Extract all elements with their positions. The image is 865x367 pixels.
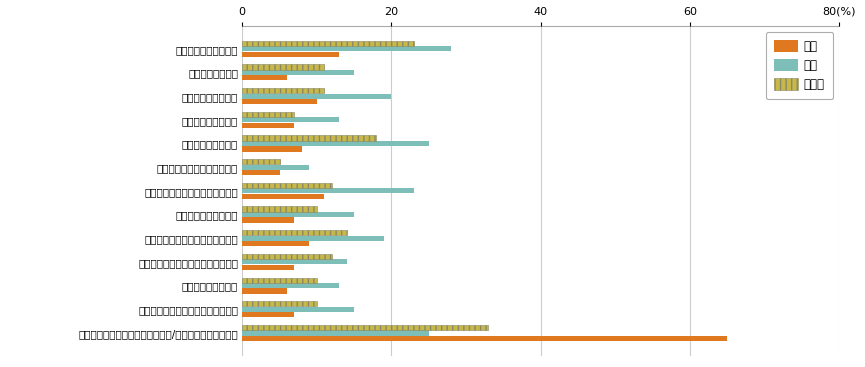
Bar bbox=[242, 117, 339, 123]
Bar bbox=[242, 212, 354, 217]
Bar bbox=[242, 123, 294, 128]
Bar bbox=[242, 159, 279, 164]
Bar bbox=[242, 46, 452, 51]
Bar bbox=[242, 64, 324, 70]
Bar bbox=[242, 194, 324, 199]
Bar bbox=[242, 188, 413, 193]
Bar bbox=[242, 183, 332, 188]
Bar bbox=[242, 236, 384, 241]
Bar bbox=[242, 170, 279, 175]
Bar bbox=[242, 146, 302, 152]
Bar bbox=[242, 164, 310, 170]
Bar bbox=[242, 259, 347, 265]
Bar bbox=[242, 312, 294, 317]
Bar bbox=[242, 75, 287, 80]
Bar bbox=[242, 207, 317, 212]
Bar bbox=[242, 336, 727, 341]
Bar bbox=[242, 330, 429, 335]
Bar bbox=[242, 99, 317, 104]
Bar bbox=[242, 217, 294, 222]
Bar bbox=[242, 94, 392, 99]
Bar bbox=[242, 88, 324, 93]
Bar bbox=[242, 41, 413, 46]
Bar bbox=[242, 307, 354, 312]
Bar bbox=[242, 301, 317, 306]
Bar bbox=[242, 135, 376, 141]
Bar bbox=[242, 52, 339, 57]
Bar bbox=[242, 283, 339, 288]
Bar bbox=[242, 277, 317, 283]
Legend: 日本, 米国, ドイツ: 日本, 米国, ドイツ bbox=[766, 32, 833, 99]
Bar bbox=[242, 325, 489, 330]
Bar bbox=[242, 70, 354, 75]
Bar bbox=[242, 288, 287, 294]
Bar bbox=[242, 230, 347, 235]
Bar bbox=[242, 112, 294, 117]
Bar bbox=[242, 241, 310, 246]
Bar bbox=[242, 265, 294, 270]
Bar bbox=[242, 141, 429, 146]
Bar bbox=[242, 254, 332, 259]
